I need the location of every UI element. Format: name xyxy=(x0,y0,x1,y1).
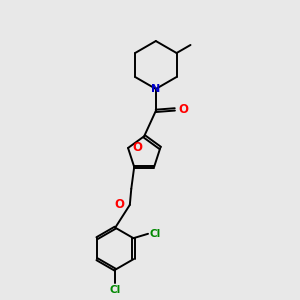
Text: Cl: Cl xyxy=(110,285,121,295)
Text: N: N xyxy=(151,84,160,94)
Text: O: O xyxy=(132,142,142,154)
Text: O: O xyxy=(178,103,189,116)
Text: Cl: Cl xyxy=(149,229,161,239)
Text: O: O xyxy=(115,198,124,212)
